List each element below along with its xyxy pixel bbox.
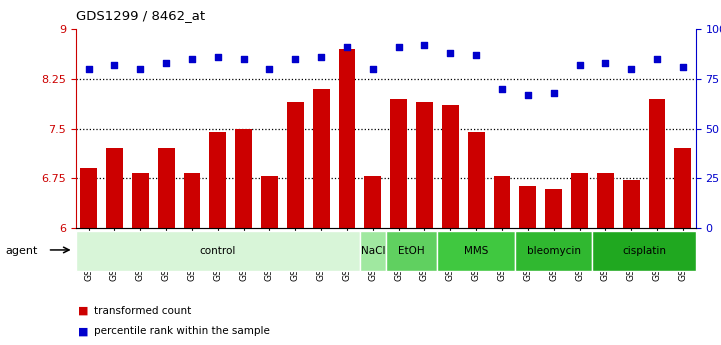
Text: transformed count: transformed count (94, 306, 191, 315)
Text: EtOH: EtOH (398, 246, 425, 256)
Bar (184, 174, 200, 228)
Point (625, 66, 637, 72)
Bar (649, 99, 665, 228)
Point (393, 45, 404, 50)
Point (496, 86, 508, 91)
Point (367, 66, 379, 72)
Bar (132, 174, 149, 228)
Text: control: control (200, 246, 236, 256)
Point (677, 64, 689, 70)
Point (470, 52, 482, 58)
Point (548, 90, 559, 96)
Bar (571, 174, 588, 228)
Text: ■: ■ (78, 306, 89, 315)
Bar (76, 231, 360, 271)
Text: GDS1299 / 8462_at: GDS1299 / 8462_at (76, 9, 205, 22)
Bar (235, 128, 252, 228)
Point (600, 60, 611, 66)
Bar (209, 132, 226, 228)
Bar (468, 132, 485, 228)
Bar (593, 231, 696, 271)
Bar (519, 186, 536, 228)
Bar (494, 176, 510, 228)
Point (341, 45, 353, 50)
Text: NaCl: NaCl (360, 246, 385, 256)
Point (445, 50, 456, 56)
Bar (106, 148, 123, 228)
Bar (261, 176, 278, 228)
Bar (438, 231, 515, 271)
Bar (390, 99, 407, 228)
Bar (80, 168, 97, 228)
Text: agent: agent (6, 246, 38, 256)
Text: ■: ■ (78, 326, 89, 336)
Text: percentile rank within the sample: percentile rank within the sample (94, 326, 270, 336)
Point (651, 56, 663, 62)
Bar (674, 148, 691, 228)
Point (264, 66, 275, 72)
Bar (515, 231, 593, 271)
Bar (313, 89, 329, 228)
Bar (545, 189, 562, 228)
Bar (442, 105, 459, 228)
Bar (416, 102, 433, 228)
Point (419, 42, 430, 48)
Point (315, 54, 327, 60)
Bar (360, 231, 386, 271)
Point (160, 60, 172, 66)
Point (212, 54, 224, 60)
Point (290, 56, 301, 62)
Point (109, 62, 120, 68)
Point (238, 56, 249, 62)
Point (522, 92, 534, 98)
Point (135, 66, 146, 72)
Bar (158, 148, 174, 228)
Text: bleomycin: bleomycin (526, 246, 580, 256)
Bar (287, 102, 304, 228)
Bar (623, 180, 640, 228)
Point (83, 66, 94, 72)
Bar (597, 174, 614, 228)
Text: cisplatin: cisplatin (622, 246, 666, 256)
Bar (364, 176, 381, 228)
Bar (339, 49, 355, 228)
Point (574, 62, 585, 68)
Bar (386, 231, 438, 271)
Point (186, 56, 198, 62)
Text: MMS: MMS (464, 246, 488, 256)
